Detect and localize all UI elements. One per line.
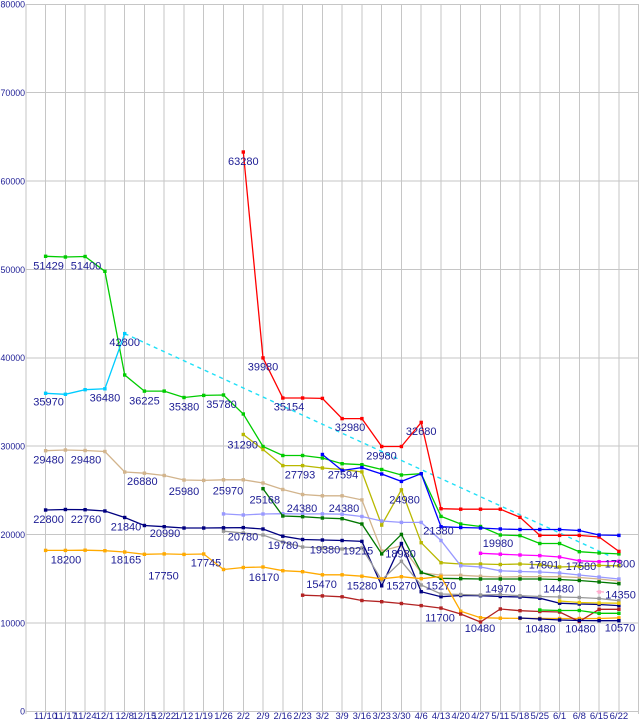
svg-text:60000: 60000 (1, 176, 26, 186)
svg-text:17745: 17745 (191, 558, 222, 570)
svg-text:6/1: 6/1 (553, 711, 566, 720)
svg-text:24380: 24380 (329, 503, 360, 515)
svg-text:1/19: 1/19 (194, 711, 213, 720)
svg-text:19980: 19980 (483, 538, 514, 550)
svg-text:16170: 16170 (249, 572, 280, 584)
svg-text:12/8: 12/8 (115, 711, 134, 720)
svg-text:12/15: 12/15 (133, 711, 157, 720)
svg-text:36225: 36225 (129, 396, 160, 408)
svg-text:17801: 17801 (529, 560, 560, 572)
svg-text:15270: 15270 (426, 581, 457, 593)
svg-text:27594: 27594 (328, 470, 359, 482)
svg-text:14350: 14350 (605, 590, 636, 602)
svg-text:0: 0 (20, 707, 25, 717)
svg-text:10480: 10480 (565, 624, 596, 636)
svg-text:6/15: 6/15 (590, 711, 609, 720)
svg-text:2/2: 2/2 (237, 711, 250, 720)
svg-text:24380: 24380 (287, 503, 318, 515)
svg-text:21840: 21840 (111, 522, 142, 534)
svg-text:32680: 32680 (406, 426, 437, 438)
svg-text:80000: 80000 (1, 0, 26, 10)
svg-text:32980: 32980 (335, 422, 366, 434)
svg-text:5/18: 5/18 (511, 711, 530, 720)
svg-text:30000: 30000 (1, 442, 26, 452)
svg-text:27793: 27793 (285, 470, 316, 482)
svg-text:25970: 25970 (213, 486, 244, 498)
svg-text:5/25: 5/25 (531, 711, 550, 720)
svg-text:3/16: 3/16 (353, 711, 372, 720)
svg-text:4/27: 4/27 (471, 711, 490, 720)
svg-text:29480: 29480 (33, 455, 64, 467)
svg-text:29480: 29480 (71, 455, 102, 467)
svg-text:3/9: 3/9 (335, 711, 348, 720)
svg-text:14970: 14970 (485, 584, 516, 596)
svg-text:42800: 42800 (109, 337, 140, 349)
svg-text:15470: 15470 (306, 579, 337, 591)
svg-text:36480: 36480 (90, 393, 121, 405)
svg-text:19215: 19215 (343, 546, 374, 558)
svg-text:15280: 15280 (347, 581, 378, 593)
svg-text:70000: 70000 (1, 88, 26, 98)
svg-text:25168: 25168 (250, 495, 281, 507)
svg-text:2/9: 2/9 (256, 711, 269, 720)
svg-text:51429: 51429 (33, 261, 64, 273)
svg-text:11/24: 11/24 (74, 711, 97, 720)
svg-text:35154: 35154 (274, 402, 305, 414)
svg-text:26880: 26880 (127, 476, 158, 488)
svg-text:15270: 15270 (386, 581, 417, 593)
svg-text:35780: 35780 (206, 399, 237, 411)
svg-text:6/8: 6/8 (573, 711, 586, 720)
svg-text:3/2: 3/2 (316, 711, 329, 720)
svg-text:10480: 10480 (465, 623, 496, 635)
svg-text:12/1: 12/1 (96, 711, 115, 720)
svg-text:1/26: 1/26 (214, 711, 233, 720)
svg-text:19780: 19780 (268, 540, 299, 552)
svg-text:18200: 18200 (51, 555, 82, 567)
svg-text:10480: 10480 (525, 624, 556, 636)
svg-text:5/11: 5/11 (491, 711, 509, 720)
svg-text:35380: 35380 (169, 402, 200, 414)
svg-text:18980: 18980 (385, 549, 416, 561)
svg-text:11700: 11700 (425, 613, 455, 625)
svg-text:17580: 17580 (566, 561, 597, 573)
svg-text:19380: 19380 (310, 545, 341, 557)
svg-text:17750: 17750 (148, 571, 179, 583)
svg-text:14480: 14480 (543, 584, 574, 596)
svg-text:22800: 22800 (33, 514, 64, 526)
svg-text:12/22: 12/22 (152, 711, 176, 720)
svg-text:1/12: 1/12 (175, 711, 194, 720)
svg-text:11/17: 11/17 (54, 711, 77, 720)
svg-text:22760: 22760 (71, 514, 102, 526)
svg-text:18165: 18165 (111, 555, 142, 567)
svg-text:2/23: 2/23 (293, 711, 312, 720)
svg-text:20000: 20000 (1, 530, 26, 540)
svg-text:51400: 51400 (71, 261, 102, 273)
svg-text:10000: 10000 (1, 618, 26, 628)
svg-text:31290: 31290 (227, 440, 258, 452)
svg-text:4/6: 4/6 (415, 711, 428, 720)
svg-text:4/20: 4/20 (451, 711, 470, 720)
svg-text:6/22: 6/22 (610, 711, 629, 720)
svg-text:10570: 10570 (605, 623, 636, 635)
svg-text:21380: 21380 (423, 526, 454, 538)
svg-text:39980: 39980 (248, 362, 279, 374)
svg-text:35970: 35970 (33, 397, 64, 409)
svg-text:3/23: 3/23 (372, 711, 391, 720)
svg-text:17800: 17800 (605, 559, 636, 571)
svg-text:40000: 40000 (1, 353, 26, 363)
svg-text:4/13: 4/13 (432, 711, 451, 720)
svg-text:20780: 20780 (228, 532, 259, 544)
svg-text:25980: 25980 (169, 486, 200, 498)
svg-text:50000: 50000 (1, 265, 26, 275)
svg-text:29980: 29980 (366, 451, 397, 463)
svg-text:20990: 20990 (150, 528, 181, 540)
svg-text:3/30: 3/30 (392, 711, 411, 720)
svg-text:63280: 63280 (228, 156, 259, 168)
svg-text:24980: 24980 (389, 495, 420, 507)
svg-text:2/16: 2/16 (274, 711, 293, 720)
svg-text:11/10: 11/10 (34, 711, 57, 720)
